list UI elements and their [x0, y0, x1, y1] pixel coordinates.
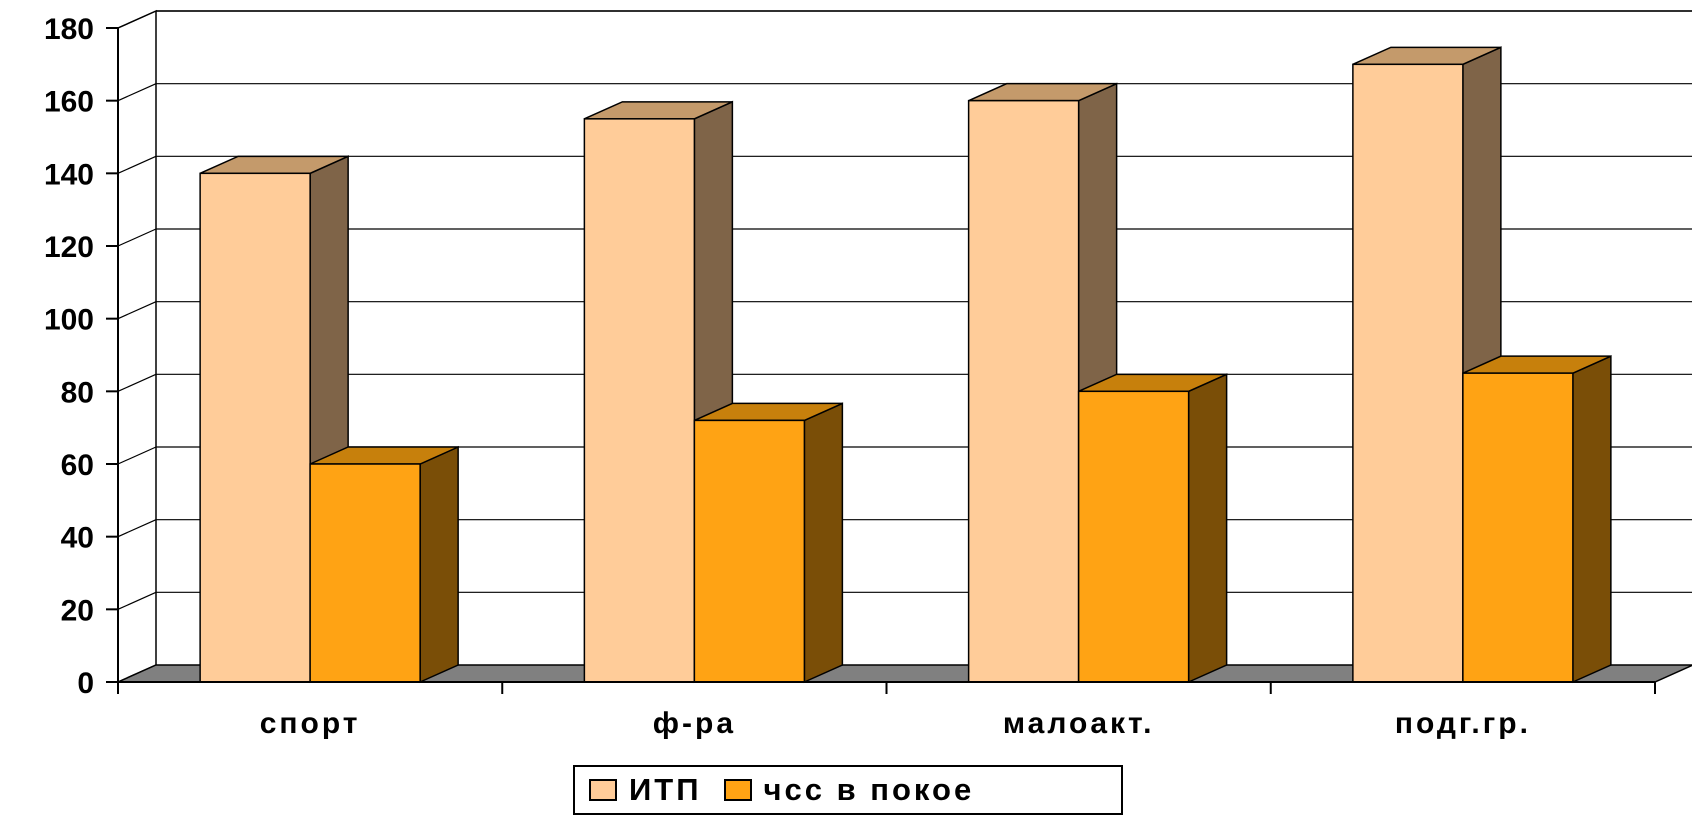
x-category-label: малоакт. [1003, 707, 1155, 740]
gridline-side [117, 301, 157, 320]
legend-label-heart-rate: чсс в покое [763, 772, 975, 807]
bar-side [803, 402, 844, 684]
side-wall [117, 9, 157, 684]
legend-item-itp: ИТП [589, 772, 702, 808]
chart-legend: ИТП чсс в покое [573, 765, 1123, 815]
y-tick-label: 20 [61, 594, 94, 627]
y-tick-label: 80 [61, 376, 94, 409]
gridline-side [117, 373, 157, 392]
y-tick-label: 0 [77, 667, 94, 700]
x-category-label: спорт [260, 707, 361, 740]
bar-front [199, 172, 311, 683]
y-tick-label: 40 [61, 522, 94, 555]
y-tick-label: 120 [44, 231, 94, 264]
gridline-side [117, 591, 157, 610]
legend-swatch-heart-rate [723, 779, 752, 801]
gridline-side [117, 155, 157, 174]
bar-side [1187, 373, 1228, 684]
bar-front [583, 118, 696, 683]
gridline-side [117, 446, 157, 465]
bar-front [1352, 63, 1464, 683]
y-tick-label: 160 [44, 86, 94, 119]
bar-front [1462, 372, 1574, 683]
chart-bars [199, 46, 1612, 684]
gridline-side [117, 83, 157, 102]
legend-item-heart-rate: чсс в покое [723, 772, 975, 808]
gridline-side [117, 519, 157, 538]
bar-front [693, 419, 806, 683]
bar-side [1572, 355, 1612, 684]
y-tick-label: 140 [44, 158, 94, 191]
bar-ИТП-спорт [199, 155, 349, 684]
gridline-side [117, 228, 157, 247]
gridline-side [117, 10, 157, 29]
legend-swatch-itp [589, 779, 617, 801]
bar-чсс в покое-подг.гр. [1462, 355, 1612, 684]
y-tick-label: 180 [44, 13, 94, 46]
x-category-label: подг.гр. [1395, 707, 1531, 740]
y-tick-label: 60 [61, 449, 94, 482]
bar-чсс в покое-малоакт. [1077, 373, 1228, 684]
bar-чсс в покое-спорт [309, 445, 459, 684]
bar-front [967, 99, 1080, 683]
x-axis: спорт ф-ра малоакт. подг.гр. [117, 681, 1656, 740]
bar-chart: 0 20 40 60 80 100 120 140 160 180 спорт ф-ра малоак… [44, 9, 1692, 740]
x-category-label: ф-ра [653, 707, 736, 740]
y-tick-label: 100 [44, 304, 94, 337]
y-axis: 0 20 40 60 80 100 120 140 160 180 [44, 13, 119, 700]
bar-side [419, 445, 459, 684]
legend-label-itp: ИТП [629, 772, 702, 807]
bar-front [1077, 390, 1190, 683]
bar-front [309, 463, 421, 683]
bar-чсс в покое-ф-ра [693, 402, 844, 684]
